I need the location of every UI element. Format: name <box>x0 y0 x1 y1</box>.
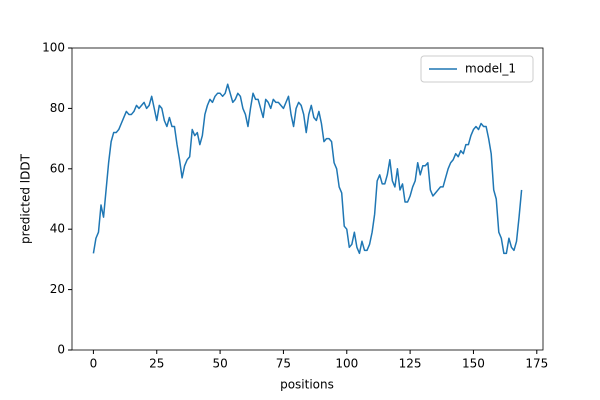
y-tick-label: 80 <box>50 101 65 115</box>
x-tick-label: 175 <box>525 357 548 371</box>
y-tick-label: 100 <box>42 41 65 55</box>
y-tick-label: 60 <box>50 161 65 175</box>
y-tick-label: 20 <box>50 282 65 296</box>
y-tick-label: 0 <box>57 343 65 357</box>
legend-box <box>420 55 534 83</box>
x-tick-label: 25 <box>149 357 164 371</box>
y-axis-label: predicted lDDT <box>19 153 33 244</box>
x-tick-label: 75 <box>276 357 291 371</box>
x-axis-label: positions <box>280 378 334 392</box>
line-series <box>92 83 523 255</box>
x-tick-label: 150 <box>462 357 485 371</box>
y-tick-label: 40 <box>50 222 65 236</box>
legend-label: model_1 <box>465 62 516 76</box>
x-tick-label: 50 <box>212 357 227 371</box>
x-tick-label: 125 <box>399 357 422 371</box>
plot-frame <box>71 47 544 351</box>
x-tick-label: 0 <box>90 357 98 371</box>
x-tick-label: 100 <box>335 357 358 371</box>
